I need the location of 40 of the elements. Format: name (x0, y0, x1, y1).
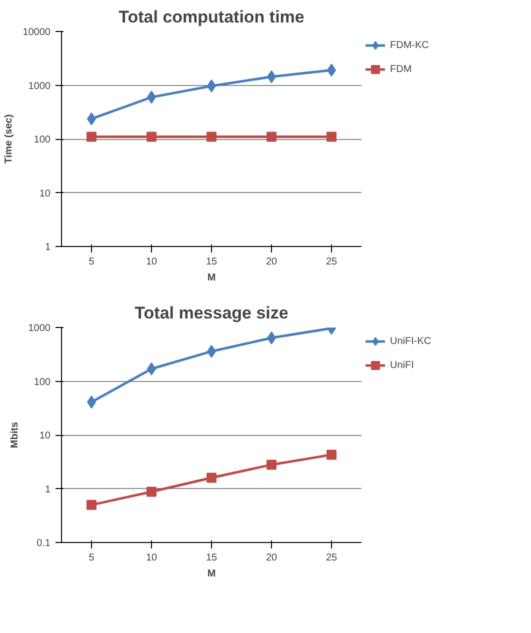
point (326, 450, 336, 460)
x-tick-label: 20 (266, 552, 278, 564)
legend-label: UniFI-KC (390, 336, 432, 346)
x-axis-title: M (207, 272, 216, 284)
legend-label: FDM-KC (390, 40, 429, 50)
point (146, 486, 156, 497)
point (146, 132, 156, 142)
point (86, 132, 96, 142)
y-tick-label: 0.1 (36, 538, 51, 549)
y-tick-label: 10000 (22, 27, 51, 38)
legend-label: UniFI (390, 360, 414, 370)
y-tick-label: 1 (44, 484, 51, 496)
point (266, 460, 276, 470)
y-axis-title: Time (sec) (4, 114, 15, 164)
y-tick-label: 100 (34, 134, 51, 146)
point (326, 132, 336, 142)
x-tick-label: 15 (206, 256, 218, 268)
y-tick-label: 1000 (28, 80, 51, 92)
x-tick-label: 10 (146, 256, 158, 268)
legend-label: FDM (390, 64, 412, 74)
y-tick-label: 10 (39, 188, 51, 200)
y-tick-label: 10 (39, 430, 51, 442)
x-tick-label: 20 (266, 256, 278, 268)
x-tick-label: 5 (88, 256, 95, 268)
point (206, 472, 216, 483)
x-tick-label: 25 (326, 256, 338, 268)
point (266, 132, 276, 142)
x-axis-title: M (207, 568, 216, 580)
chart-title: Total computation time (118, 8, 304, 26)
x-tick-label: 25 (326, 552, 338, 564)
point (86, 500, 96, 510)
y-tick-label: 1 (44, 242, 51, 253)
y-tick-label: 1000 (28, 323, 51, 334)
x-tick-label: 15 (206, 552, 218, 564)
chart-title: Total message size (134, 304, 288, 322)
y-axis-title: Mbits (9, 422, 20, 448)
y-tick-label: 100 (34, 376, 51, 388)
point (206, 132, 216, 142)
x-tick-label: 10 (146, 552, 158, 564)
x-tick-label: 5 (88, 552, 95, 564)
